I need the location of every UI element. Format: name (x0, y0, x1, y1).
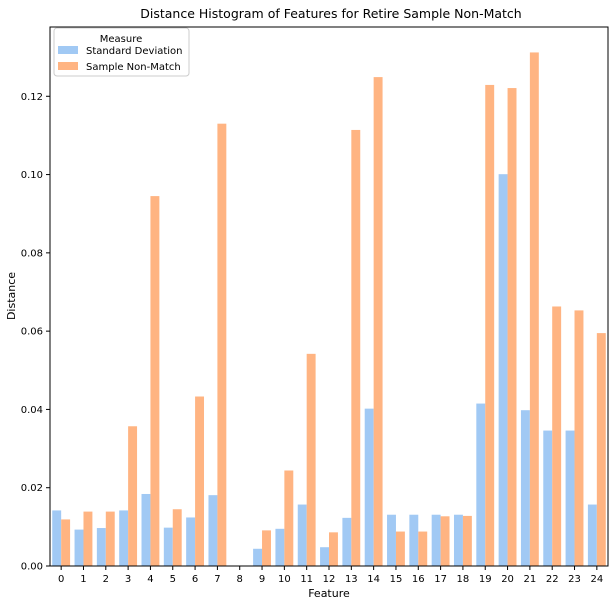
bar-standard-deviation-feature-0 (52, 510, 62, 566)
legend-label-sample-non-match: Sample Non-Match (86, 62, 181, 73)
x-tick-label: 1 (80, 574, 86, 585)
x-tick-label: 5 (170, 574, 176, 585)
x-tick-label: 23 (568, 574, 581, 585)
bar-sample-non-match-feature-18 (462, 515, 472, 566)
x-tick-label: 6 (192, 574, 198, 585)
bar-standard-deviation-feature-4 (141, 493, 151, 566)
bar-standard-deviation-feature-23 (565, 430, 575, 566)
x-tick-label: 20 (501, 574, 514, 585)
x-tick-label: 11 (300, 574, 313, 585)
bar-standard-deviation-feature-22 (543, 430, 553, 566)
bar-sample-non-match-feature-21 (529, 52, 539, 566)
y-tick-label: 0.12 (21, 92, 43, 103)
bar-standard-deviation-feature-6 (186, 517, 196, 566)
bar-sample-non-match-feature-23 (574, 310, 584, 566)
bar-sample-non-match-feature-3 (128, 426, 138, 566)
bar-standard-deviation-feature-20 (498, 174, 508, 566)
bar-sample-non-match-feature-22 (552, 306, 562, 566)
bar-sample-non-match-feature-1 (83, 511, 93, 566)
legend-box (53, 27, 190, 77)
bar-standard-deviation-feature-2 (96, 528, 106, 566)
y-axis-label: Distance (5, 272, 18, 320)
x-tick-label: 24 (590, 574, 603, 585)
bar-standard-deviation-feature-5 (163, 527, 173, 566)
x-tick-label: 15 (390, 574, 403, 585)
bar-sample-non-match-feature-19 (485, 84, 495, 567)
x-axis-label: Feature (308, 587, 350, 600)
legend-label-standard-deviation: Standard Deviation (86, 46, 183, 57)
bar-sample-non-match-feature-17 (440, 516, 450, 566)
legend-title: Measure (100, 34, 143, 45)
x-tick-label: 17 (434, 574, 447, 585)
x-tick-label: 16 (412, 574, 425, 585)
y-tick-label: 0.10 (21, 170, 43, 181)
x-tick-label: 19 (479, 574, 492, 585)
bar-sample-non-match-feature-15 (395, 531, 405, 566)
bar-sample-non-match-feature-16 (418, 531, 428, 566)
bar-sample-non-match-feature-12 (329, 532, 338, 566)
bar-standard-deviation-feature-7 (208, 495, 218, 566)
bar-standard-deviation-feature-24 (587, 504, 597, 566)
bar-standard-deviation-feature-17 (431, 514, 441, 566)
bar-sample-non-match-feature-5 (172, 509, 182, 566)
y-tick-label: 0.06 (21, 327, 43, 338)
bar-sample-non-match-feature-0 (61, 519, 71, 566)
bar-sample-non-match-feature-10 (284, 470, 294, 566)
bar-sample-non-match-feature-4 (150, 196, 160, 566)
y-tick-label: 0.02 (21, 483, 43, 494)
x-tick-label: 22 (546, 574, 559, 585)
bar-sample-non-match-feature-6 (195, 396, 205, 566)
bars-layer (52, 52, 606, 567)
y-tick-label: 0.08 (21, 248, 43, 259)
bar-standard-deviation-feature-19 (476, 403, 486, 566)
x-tick-label: 3 (125, 574, 131, 585)
y-tick-label: 0.04 (21, 405, 43, 416)
bar-standard-deviation-feature-18 (453, 514, 463, 566)
bar-sample-non-match-feature-14 (373, 77, 383, 566)
legend: Measure Standard Deviation Sample Non-Ma… (53, 27, 190, 77)
bar-standard-deviation-feature-16 (409, 514, 419, 566)
chart-title: Distance Histogram of Features for Retir… (140, 6, 521, 21)
legend-swatch-sample-non-match (58, 62, 78, 70)
axes-layer: 0.000.020.040.060.080.100.120 1 2 3 4 5 6 7 8 9 10… (21, 26, 609, 585)
bar-standard-deviation-feature-15 (387, 514, 396, 566)
x-tick-label: 0 (58, 574, 64, 585)
bar-standard-deviation-feature-10 (275, 528, 285, 566)
x-tick-label: 18 (457, 574, 470, 585)
x-tick-label: 2 (103, 574, 109, 585)
x-tick-label: 14 (367, 574, 380, 585)
bar-sample-non-match-feature-2 (105, 511, 115, 566)
bar-standard-deviation-feature-11 (297, 504, 307, 566)
bar-sample-non-match-feature-13 (351, 129, 361, 566)
x-tick-label: 12 (323, 574, 336, 585)
x-tick-label: 4 (147, 574, 153, 585)
bar-sample-non-match-feature-7 (217, 123, 227, 567)
x-tick-label: 8 (237, 574, 243, 585)
bar-standard-deviation-feature-14 (364, 408, 374, 566)
x-tick-label: 13 (345, 574, 358, 585)
bar-sample-non-match-feature-11 (306, 353, 316, 566)
y-tick-label: 0.00 (21, 562, 43, 573)
bar-sample-non-match-feature-9 (262, 530, 271, 566)
bar-sample-non-match-feature-20 (507, 88, 517, 566)
x-tick-label: 10 (278, 574, 291, 585)
bar-standard-deviation-feature-13 (342, 517, 352, 566)
x-tick-label: 7 (214, 574, 220, 585)
bar-standard-deviation-feature-12 (320, 547, 329, 566)
legend-swatch-standard-deviation (58, 46, 78, 54)
x-tick-label: 21 (524, 574, 537, 585)
bar-standard-deviation-feature-9 (253, 548, 263, 566)
bar-standard-deviation-feature-21 (520, 410, 530, 566)
bar-sample-non-match-feature-24 (596, 333, 606, 566)
bar-standard-deviation-feature-1 (74, 529, 84, 566)
bar-standard-deviation-feature-3 (119, 510, 129, 566)
x-tick-label: 9 (259, 574, 265, 585)
